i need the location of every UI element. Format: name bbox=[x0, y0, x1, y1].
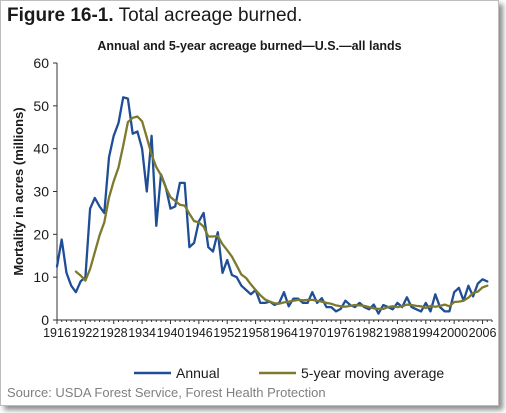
y-axis-label: Mortality in acres (millions) bbox=[11, 107, 26, 275]
figure-number: Figure 16-1. bbox=[7, 5, 114, 26]
x-tick-label: 1970 bbox=[298, 326, 326, 340]
x-tick-label: 1928 bbox=[100, 326, 128, 340]
x-tick-label: 1958 bbox=[242, 326, 270, 340]
x-tick-label: 2006 bbox=[469, 326, 497, 340]
legend-label-annual: Annual bbox=[176, 365, 220, 381]
y-tick-label: 30 bbox=[33, 184, 49, 200]
figure-frame: Figure 16-1. Total acreage burned. Annua… bbox=[0, 0, 499, 406]
x-tick-label: 1922 bbox=[71, 326, 99, 340]
x-tick-label: 1946 bbox=[185, 326, 213, 340]
x-tick-label: 1988 bbox=[384, 326, 412, 340]
x-tick-label: 1976 bbox=[327, 326, 355, 340]
x-tick-label: 2000 bbox=[440, 326, 468, 340]
y-tick-label: 20 bbox=[33, 226, 49, 242]
moving-average-series-line bbox=[74, 115, 489, 311]
x-tick-label: 1916 bbox=[43, 326, 71, 340]
x-tick-label: 1934 bbox=[128, 326, 156, 340]
x-tick-label: 1940 bbox=[157, 326, 185, 340]
y-tick-label: 40 bbox=[33, 141, 49, 157]
y-tick-label: 0 bbox=[41, 312, 49, 328]
x-tick-label: 1964 bbox=[270, 326, 298, 340]
legend-label-average: 5-year moving average bbox=[301, 365, 444, 381]
x-tick-label: 1982 bbox=[355, 326, 383, 340]
annual-series-line bbox=[55, 96, 489, 315]
y-tick-label: 60 bbox=[33, 55, 49, 71]
figure-caption: Total acreage burned. bbox=[118, 5, 303, 26]
source-note: Source: USDA Forest Service, Forest Heal… bbox=[7, 385, 326, 400]
chart-title: Annual and 5-year acreage burned—U.S.—al… bbox=[97, 39, 402, 53]
x-tick-label: 1952 bbox=[213, 326, 241, 340]
y-tick-label: 10 bbox=[33, 269, 49, 285]
y-tick-label: 50 bbox=[33, 98, 49, 114]
figure-title: Figure 16-1. Total acreage burned. bbox=[7, 5, 302, 27]
x-tick-label: 1994 bbox=[412, 326, 440, 340]
